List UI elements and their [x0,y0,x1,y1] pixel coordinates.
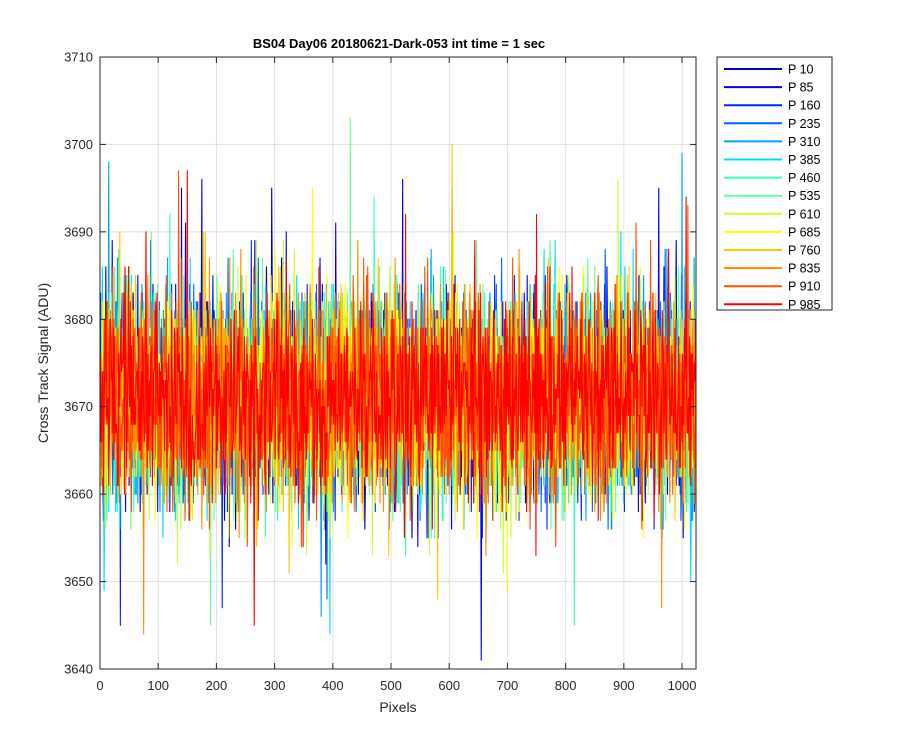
y-tick-label: 3650 [64,574,93,589]
legend-label-p-160: P 160 [788,99,820,113]
legend-label-p-385: P 385 [788,153,820,167]
legend-label-p-985: P 985 [788,298,820,312]
y-tick-label: 3660 [64,487,93,502]
legend-label-p-685: P 685 [788,225,820,239]
legend-items: P 10 P 85 P 160 P 235 P 310 P 385 P 460 P 535 P … [724,63,820,312]
x-tick-label: 900 [613,678,635,693]
series-layer [99,117,696,661]
legend-label-p-760: P 760 [788,244,820,258]
legend-label-p-835: P 835 [788,262,820,276]
x-axis-label: Pixels [379,699,416,715]
y-tick-label: 3680 [64,312,93,327]
ticks [99,56,696,670]
x-tick-label: 600 [438,678,460,693]
x-tick-labels: 0 100 200 300 400 500 600 700 800 900 1000 [96,678,696,693]
legend: P 10 P 85 P 160 P 235 P 310 P 385 P 460 P 535 P … [716,56,833,312]
x-tick-label: 1000 [668,678,697,693]
legend-label-p-910: P 910 [788,280,820,294]
legend-label-p-535: P 535 [788,189,820,203]
series-line-p-985 [99,170,696,626]
x-tick-label: 500 [380,678,402,693]
legend-label-p-460: P 460 [788,171,820,185]
y-tick-labels: 3640 3650 3660 3670 3680 3690 3700 3710 [64,50,93,677]
y-tick-label: 3640 [64,662,93,677]
x-tick-label: 300 [264,678,286,693]
legend-label-p-610: P 610 [788,207,820,221]
plot-area-frame [99,56,697,670]
x-tick-label: 400 [322,678,344,693]
x-tick-label: 700 [497,678,519,693]
legend-label-p-235: P 235 [788,117,820,131]
x-tick-label: 200 [206,678,228,693]
y-tick-label: 3710 [64,50,93,65]
x-tick-label: 100 [147,678,169,693]
legend-label-p-10: P 10 [788,63,814,77]
legend-label-p-85: P 85 [788,81,814,95]
y-tick-label: 3700 [64,137,93,152]
x-tick-label: 0 [96,678,103,693]
legend-label-p-310: P 310 [788,135,820,149]
y-tick-label: 3690 [64,224,93,239]
y-tick-label: 3670 [64,399,93,414]
y-axis-label: Cross Track Signal (ADU) [35,283,51,443]
x-tick-label: 800 [555,678,577,693]
chart-title: BS04 Day06 20180621-Dark-053 int time = … [253,36,545,51]
